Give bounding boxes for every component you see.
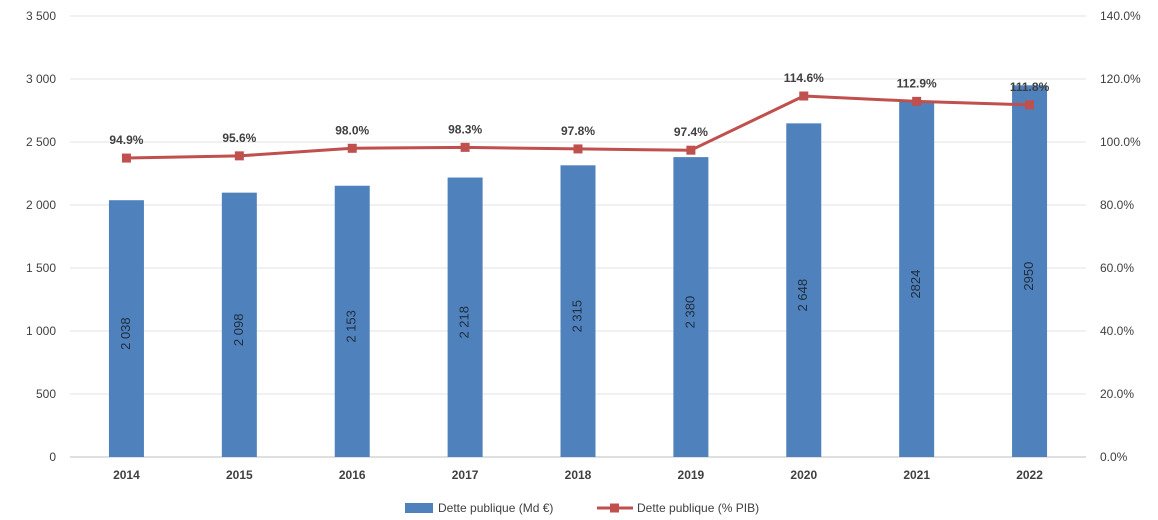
- bar-value-label: 2 648: [795, 279, 810, 312]
- legend-swatch-bar: [405, 503, 433, 513]
- line-marker: [348, 144, 357, 153]
- bar-value-label: 2 153: [344, 310, 359, 343]
- right-tick-label: 40.0%: [1100, 324, 1134, 338]
- x-tick-label: 2022: [1016, 468, 1043, 482]
- x-tick-label: 2014: [113, 468, 140, 482]
- bar-value-label: 2 218: [457, 306, 472, 339]
- legend-label-bar: Dette publique (Md €): [438, 501, 553, 515]
- left-tick-label: 3 000: [26, 72, 56, 86]
- line-marker: [574, 144, 583, 153]
- line-marker: [1025, 100, 1034, 109]
- x-tick-label: 2018: [565, 468, 592, 482]
- bar-value-label: 2 315: [569, 300, 584, 333]
- right-tick-label: 100.0%: [1100, 135, 1141, 149]
- bar-value-label: 2 098: [231, 314, 246, 347]
- left-tick-label: 0: [49, 450, 56, 464]
- line-value-label: 114.6%: [784, 71, 824, 85]
- left-tick-label: 1 500: [26, 261, 56, 275]
- right-axis: 0.0% 20.0% 40.0% 60.0% 80.0% 100.0% 120.0% 140.…: [1100, 9, 1141, 464]
- line-marker: [912, 97, 921, 106]
- x-tick-label: 2020: [790, 468, 817, 482]
- legend-label-line: Dette publique (% PIB): [637, 501, 759, 515]
- x-tick-label: 2021: [903, 468, 930, 482]
- right-tick-label: 20.0%: [1100, 387, 1134, 401]
- left-axis: 0 500 1 000 1 500 2 000 2 500 3 000 3 500: [26, 9, 56, 464]
- right-tick-label: 80.0%: [1100, 198, 1134, 212]
- right-tick-label: 60.0%: [1100, 261, 1134, 275]
- left-tick-label: 3 500: [26, 9, 56, 23]
- bar-value-label: 2 380: [682, 296, 697, 329]
- legend-swatch-line-marker: [610, 504, 619, 513]
- line-value-label: 98.3%: [448, 122, 482, 136]
- line-marker: [461, 143, 470, 152]
- line-marker: [122, 154, 131, 163]
- x-tick-label: 2017: [452, 468, 479, 482]
- left-tick-label: 2 500: [26, 135, 56, 149]
- right-tick-label: 0.0%: [1100, 450, 1128, 464]
- line-marker: [799, 92, 808, 101]
- bar-value-label: 2950: [1021, 262, 1036, 291]
- x-tick-label: 2015: [226, 468, 253, 482]
- line-marker: [235, 151, 244, 160]
- bar-value-label: 2 038: [118, 317, 133, 350]
- left-tick-label: 500: [36, 387, 56, 401]
- legend: Dette publique (Md €) Dette publique (% …: [405, 501, 759, 515]
- x-axis: 2014 2015 2016 2017 2018 2019 2020 2021 2022: [113, 468, 1043, 482]
- line-value-label: 97.8%: [561, 124, 595, 138]
- left-tick-label: 2 000: [26, 198, 56, 212]
- line-value-label: 111.8%: [1010, 80, 1050, 94]
- line-marker: [686, 146, 695, 155]
- line-value-label: 112.9%: [897, 76, 937, 90]
- x-tick-label: 2016: [339, 468, 366, 482]
- line-value-label: 98.0%: [335, 123, 369, 137]
- line-value-label: 94.9%: [109, 133, 143, 147]
- x-tick-label: 2019: [678, 468, 705, 482]
- line-value-label: 97.4%: [674, 125, 708, 139]
- line-value-label: 95.6%: [222, 131, 256, 145]
- right-tick-label: 120.0%: [1100, 72, 1141, 86]
- right-tick-label: 140.0%: [1100, 9, 1141, 23]
- left-tick-label: 1 000: [26, 324, 56, 338]
- bar-value-label: 2824: [908, 270, 923, 299]
